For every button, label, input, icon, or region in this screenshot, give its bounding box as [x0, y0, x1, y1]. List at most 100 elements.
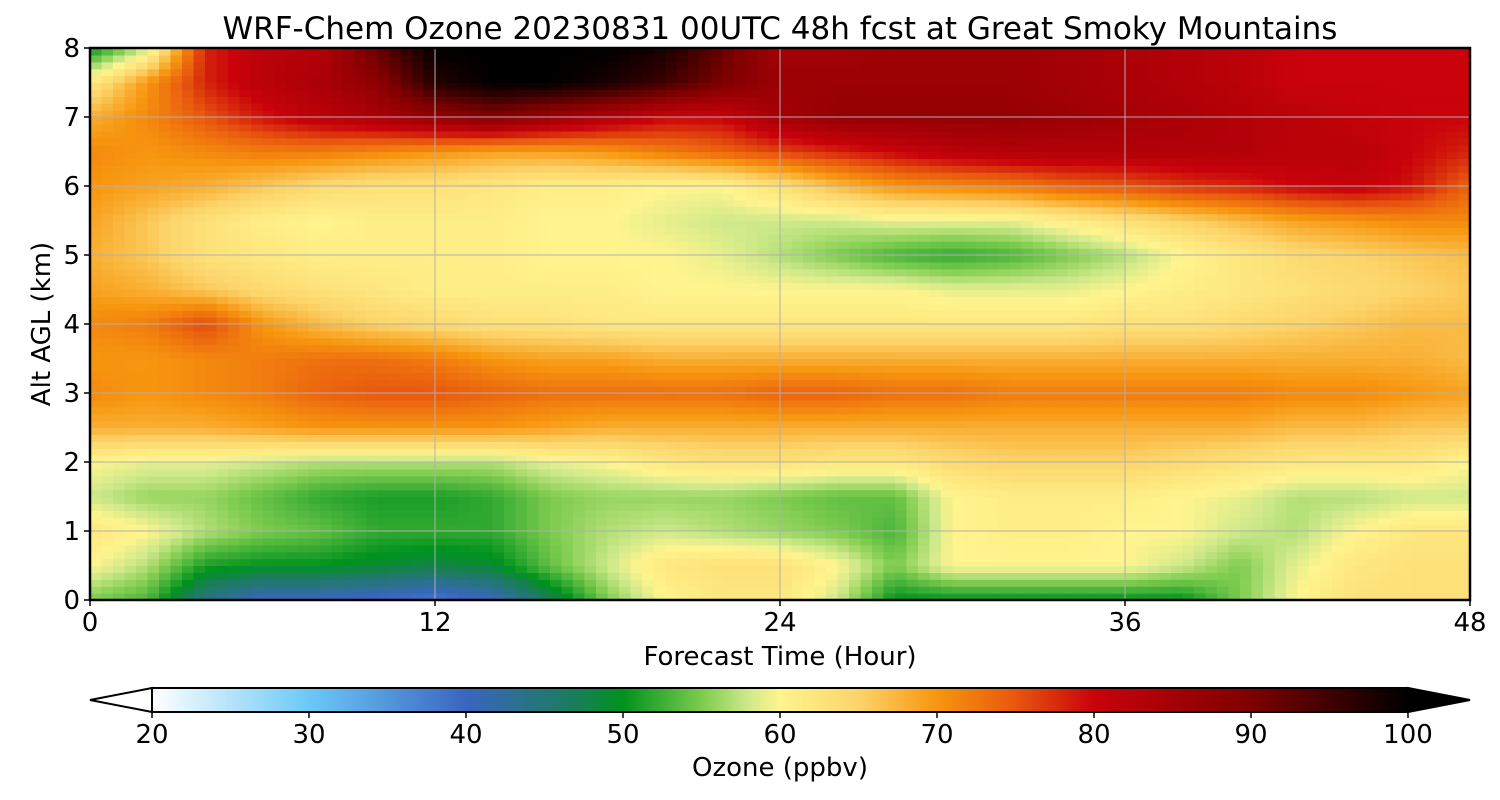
- heatmap-cell: [251, 593, 264, 600]
- heatmap-cell: [653, 586, 666, 594]
- heatmap-cell: [136, 372, 149, 380]
- heatmap-cell: [412, 468, 425, 477]
- heatmap-cell: [918, 365, 931, 373]
- heatmap-cell: [274, 482, 287, 491]
- heatmap-cell: [1424, 386, 1437, 394]
- heatmap-cell: [285, 324, 298, 332]
- heatmap-cell: [584, 579, 597, 587]
- heatmap-cell: [849, 462, 862, 470]
- heatmap-cell: [573, 475, 586, 484]
- heatmap-cell: [1010, 365, 1023, 373]
- heatmap-cell: [1021, 489, 1034, 498]
- heatmap-cell: [964, 551, 977, 560]
- heatmap-cell: [918, 393, 931, 401]
- heatmap-cell: [941, 317, 954, 325]
- heatmap-cell: [113, 330, 126, 339]
- heatmap-cell: [1401, 365, 1414, 373]
- heatmap-cell: [1320, 510, 1333, 518]
- heatmap-cell: [251, 330, 264, 339]
- heatmap-cell: [895, 434, 908, 442]
- heatmap-cell: [147, 482, 160, 491]
- heatmap-cell: [987, 427, 1000, 435]
- heatmap-cell: [1148, 579, 1161, 587]
- heatmap-cell: [688, 420, 701, 429]
- heatmap-cell: [653, 441, 666, 449]
- heatmap-cell: [573, 372, 586, 380]
- heatmap-cell: [642, 468, 655, 477]
- heatmap-cell: [906, 455, 919, 463]
- heatmap-cell: [711, 551, 724, 560]
- heatmap-cell: [987, 413, 1000, 422]
- heatmap-cell: [389, 379, 402, 387]
- heatmap-cell: [1044, 420, 1057, 429]
- heatmap-cell: [170, 489, 183, 498]
- heatmap-cell: [653, 434, 666, 442]
- heatmap-cell: [826, 496, 839, 504]
- heatmap-cell: [1205, 468, 1218, 477]
- heatmap-cell: [239, 393, 252, 401]
- heatmap-cell: [366, 434, 379, 442]
- heatmap-cell: [423, 455, 436, 463]
- heatmap-cell: [492, 337, 505, 346]
- heatmap-cell: [354, 593, 367, 600]
- heatmap-cell: [1412, 468, 1425, 477]
- heatmap-cell: [216, 310, 229, 318]
- heatmap-cell: [481, 344, 494, 353]
- heatmap-cell: [722, 537, 735, 546]
- heatmap-cell: [1332, 544, 1345, 553]
- heatmap-cell: [1021, 544, 1034, 553]
- heatmap-cell: [1056, 510, 1069, 518]
- heatmap-cell: [90, 358, 103, 366]
- heatmap-cell: [228, 558, 241, 567]
- heatmap-cell: [1217, 413, 1230, 422]
- heatmap-cell: [929, 482, 942, 491]
- heatmap-cell: [607, 510, 620, 518]
- heatmap-cell: [757, 593, 770, 600]
- heatmap-cell: [791, 462, 804, 470]
- heatmap-cell: [1263, 524, 1276, 532]
- heatmap-cell: [1366, 358, 1379, 366]
- heatmap-cell: [366, 372, 379, 380]
- heatmap-cell: [1125, 317, 1138, 325]
- heatmap-cell: [251, 510, 264, 518]
- heatmap-cell: [1355, 593, 1368, 600]
- heatmap-cell: [159, 572, 172, 580]
- heatmap-cell: [734, 531, 747, 539]
- heatmap-cell: [964, 593, 977, 600]
- heatmap-cell: [734, 572, 747, 580]
- heatmap-cell: [458, 489, 471, 498]
- heatmap-cell: [561, 537, 574, 546]
- heatmap-cell: [412, 393, 425, 401]
- heatmap-cell: [1136, 517, 1149, 525]
- heatmap-cell: [377, 531, 390, 539]
- heatmap-cell: [688, 448, 701, 456]
- heatmap-cell: [757, 510, 770, 518]
- heatmap-cell: [1010, 579, 1023, 587]
- heatmap-cell: [791, 365, 804, 373]
- heatmap-cell: [538, 531, 551, 539]
- heatmap-cell: [1412, 503, 1425, 511]
- heatmap-cell: [745, 365, 758, 373]
- heatmap-cell: [1297, 558, 1310, 567]
- heatmap-cell: [1136, 413, 1149, 422]
- heatmap-cell: [607, 572, 620, 580]
- heatmap-cell: [837, 531, 850, 539]
- heatmap-cell: [1079, 544, 1092, 553]
- heatmap-cell: [699, 524, 712, 532]
- heatmap-cell: [389, 455, 402, 463]
- heatmap-cell: [607, 372, 620, 380]
- heatmap-cell: [1240, 393, 1253, 401]
- heatmap-cell: [136, 531, 149, 539]
- heatmap-cell: [1332, 537, 1345, 546]
- heatmap-cell: [239, 310, 252, 318]
- heatmap-cell: [1159, 427, 1172, 435]
- heatmap-cell: [872, 448, 885, 456]
- heatmap-cell: [1067, 586, 1080, 594]
- heatmap-cell: [1021, 317, 1034, 325]
- heatmap-cell: [964, 358, 977, 366]
- heatmap-cell: [596, 372, 609, 380]
- heatmap-cell: [1355, 399, 1368, 408]
- heatmap-cell: [1401, 379, 1414, 387]
- heatmap-cell: [389, 310, 402, 318]
- heatmap-cell: [262, 586, 275, 594]
